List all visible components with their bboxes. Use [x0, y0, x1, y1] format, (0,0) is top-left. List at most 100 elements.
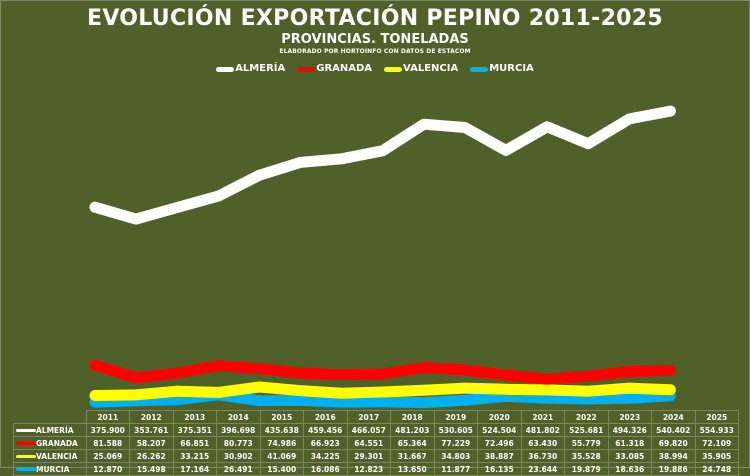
data-label-almeria-2012: 353.761	[129, 423, 174, 437]
data-label-granada-2021: 63.430	[520, 436, 565, 450]
data-label-granada-2015: 74.986	[259, 436, 304, 450]
data-label-murcia-2019: 11.877	[433, 462, 478, 476]
data-label-murcia-2013: 17.164	[172, 462, 217, 476]
legend-swatch-almeria	[216, 66, 235, 72]
row-label-valencia: VALENCIA	[36, 451, 78, 461]
data-label-granada-2023: 61.318	[607, 436, 652, 450]
legend-item-murcia: MURCIA	[470, 62, 534, 76]
x-tick-label: 2021	[520, 410, 565, 424]
row-header-granada: GRANADA	[13, 436, 87, 450]
legend-label-granada: GRANADA	[316, 63, 373, 74]
x-tick-label: 2024	[651, 410, 696, 424]
row-label-granada: GRANADA	[36, 438, 78, 448]
data-label-granada-2013: 66.851	[172, 436, 217, 450]
legend-key-granada	[16, 442, 36, 445]
table-row-murcia: MURCIA 12.870 15.498 17.164 26.491 15.400 16.0…	[13, 462, 739, 476]
legend-key-almeria	[16, 429, 36, 432]
data-label-almeria-2014: 396.698	[216, 423, 261, 437]
data-label-murcia-2016: 16.086	[303, 462, 348, 476]
data-label-murcia-2018: 13.650	[390, 462, 435, 476]
table-header-row: 2011 2012 2013 2014 2015 2016 2017 2018 2019 2020…	[14, 410, 739, 424]
data-label-murcia-2012: 15.498	[129, 462, 174, 476]
data-label-granada-2024: 69.820	[651, 436, 696, 450]
data-label-almeria-2015: 435.638	[259, 423, 304, 437]
legend-key-murcia	[16, 468, 36, 471]
x-tick-label: 2019	[433, 410, 478, 424]
data-label-valencia-2017: 29.301	[346, 449, 391, 463]
legend-label-almeria: ALMERÍA	[235, 63, 286, 74]
data-label-almeria-2019: 530.605	[433, 423, 478, 437]
x-tick-label: 2023	[607, 410, 652, 424]
data-label-murcia-2023: 18.636	[607, 462, 652, 476]
x-tick-label: 2018	[390, 410, 435, 424]
data-label-almeria-2013: 375.351	[172, 423, 217, 437]
data-label-almeria-2022: 525.681	[564, 423, 609, 437]
legend-item-almeria: ALMERÍA	[216, 62, 285, 76]
data-label-granada-2016: 66.923	[303, 436, 348, 450]
data-label-valencia-2021: 36.730	[520, 449, 565, 463]
table-row-valencia: VALENCIA 25.069 26.262 33.215 30.902 41.069 34…	[13, 449, 739, 463]
data-label-murcia-2021: 23.644	[520, 462, 565, 476]
data-label-granada-2014: 80.773	[216, 436, 261, 450]
data-label-almeria-2018: 481.203	[390, 423, 435, 437]
data-label-murcia-2020: 16.135	[477, 462, 522, 476]
series-line-almeria	[89, 105, 676, 225]
data-label-valencia-2014: 30.902	[216, 449, 261, 463]
legend-swatch-valencia	[384, 66, 403, 72]
data-label-valencia-2025: 35.905	[694, 449, 739, 463]
series-line-valencia	[89, 381, 676, 401]
legend-key-valencia	[16, 455, 36, 458]
data-label-almeria-2023: 494.326	[607, 423, 652, 437]
legend-item-valencia: VALENCIA	[384, 62, 458, 76]
data-label-valencia-2016: 34.225	[303, 449, 348, 463]
legend: ALMERÍA GRANADA VALENCIA MURCIA	[0, 62, 750, 76]
data-label-valencia-2024: 38.994	[651, 449, 696, 463]
data-label-almeria-2024: 540.402	[651, 423, 696, 437]
data-label-almeria-2021: 481.802	[520, 423, 565, 437]
data-label-murcia-2011: 12.870	[85, 462, 130, 476]
data-label-granada-2017: 64.551	[346, 436, 391, 450]
data-table: 2011 2012 2013 2014 2015 2016 2017 2018 2019 2020…	[13, 410, 739, 476]
data-label-almeria-2020: 524.504	[477, 423, 522, 437]
data-label-murcia-2014: 26.491	[216, 462, 261, 476]
x-tick-label: 2016	[303, 410, 348, 424]
data-label-valencia-2023: 33.085	[607, 449, 652, 463]
data-label-almeria-2016: 459.456	[303, 423, 348, 437]
legend-swatch-murcia	[470, 66, 489, 72]
data-label-valencia-2019: 34.803	[433, 449, 478, 463]
x-tick-label: 2014	[216, 410, 261, 424]
x-tick-label: 2025	[694, 410, 739, 424]
data-label-valencia-2013: 33.215	[172, 449, 217, 463]
chart-source-note: ELABORADO POR HORTOINFO CON DATOS DE EST…	[279, 48, 471, 55]
data-label-murcia-2022: 19.879	[564, 462, 609, 476]
x-tick-label: 2015	[259, 410, 304, 424]
data-label-valencia-2011: 25.069	[85, 449, 130, 463]
legend-label-valencia: VALENCIA	[403, 63, 459, 74]
series-line-murcia	[89, 389, 676, 409]
data-label-valencia-2018: 31.667	[390, 449, 435, 463]
data-label-valencia-2015: 41.069	[259, 449, 304, 463]
data-label-granada-2012: 58.207	[129, 436, 174, 450]
data-label-granada-2011: 81.588	[85, 436, 130, 450]
data-label-valencia-2012: 26.262	[129, 449, 174, 463]
x-tick-label: 2017	[346, 410, 391, 424]
data-label-granada-2019: 77.229	[433, 436, 478, 450]
row-label-murcia: MURCIA	[36, 464, 70, 474]
x-tick-label: 2013	[172, 410, 217, 424]
data-label-valencia-2020: 38.887	[477, 449, 522, 463]
row-label-almeria: ALMERÍA	[36, 425, 74, 435]
data-label-murcia-2025: 24.748	[694, 462, 739, 476]
x-tick-label: 2020	[477, 410, 522, 424]
data-label-granada-2022: 55.779	[564, 436, 609, 450]
data-label-almeria-2025: 554.933	[694, 423, 739, 437]
data-label-granada-2018: 65.364	[390, 436, 435, 450]
data-label-valencia-2022: 35.528	[564, 449, 609, 463]
data-label-granada-2025: 72.109	[694, 436, 739, 450]
chart-subtitle: PROVINCIAS. TONELADAS	[281, 32, 469, 47]
data-label-murcia-2024: 19.886	[651, 462, 696, 476]
row-header-valencia: VALENCIA	[13, 449, 87, 463]
data-label-granada-2020: 72.496	[477, 436, 522, 450]
legend-item-granada: GRANADA	[297, 62, 372, 76]
legend-swatch-granada	[297, 66, 316, 72]
